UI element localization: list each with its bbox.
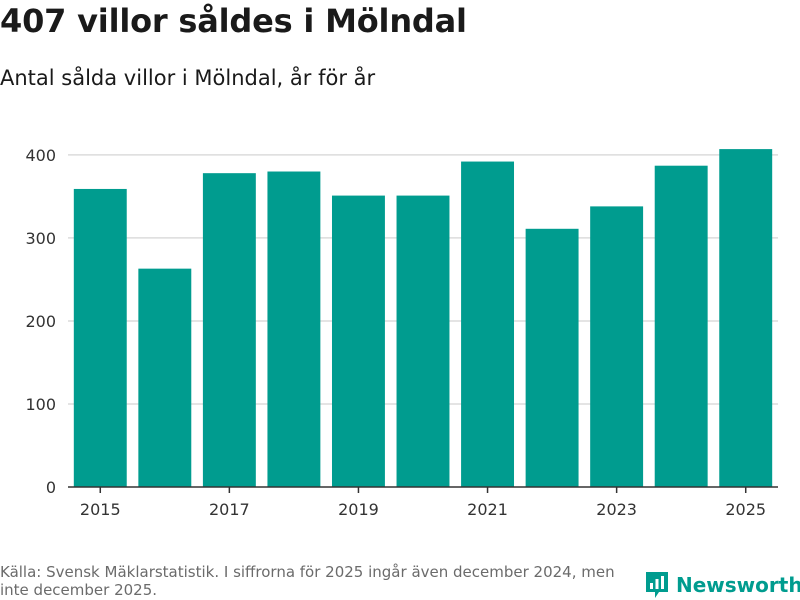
x-tick-label: 2019 — [338, 500, 379, 519]
bar-2024 — [654, 165, 708, 487]
bar-2021 — [461, 161, 515, 488]
bar-chart: 0 100 200 300 400 2015 2017 2019 2021 2023 2025 — [25, 146, 778, 519]
chart-subtitle: Antal sålda villor i Mölndal, år för år — [0, 66, 376, 90]
x-tick-label: 2017 — [209, 500, 250, 519]
bar-2015 — [73, 188, 127, 487]
bar-2019 — [331, 195, 385, 487]
source-note: Källa: Svensk Mäklarstatistik. I siffror… — [0, 563, 615, 599]
chart-title: 407 villor såldes i Mölndal — [0, 2, 467, 40]
y-tick-label: 0 — [46, 478, 56, 497]
bar-2018 — [267, 171, 321, 487]
x-tick-label: 2015 — [80, 500, 121, 519]
y-tick-label: 100 — [25, 395, 56, 414]
x-tick-label: 2023 — [596, 500, 637, 519]
x-tick-label: 2025 — [725, 500, 766, 519]
bar-2017 — [202, 173, 256, 487]
bar-2023 — [590, 206, 644, 487]
bar-2025 — [719, 149, 773, 488]
bar-2020 — [396, 195, 450, 487]
y-tick-label: 400 — [25, 146, 56, 165]
y-tick-label: 300 — [25, 229, 56, 248]
newsworthy-logo-icon — [646, 572, 668, 598]
x-tick-label: 2021 — [467, 500, 508, 519]
bar-2022 — [525, 228, 579, 487]
bar-2016 — [138, 268, 192, 487]
y-tick-label: 200 — [25, 312, 56, 331]
brand-logo: Newsworthy — [644, 570, 800, 600]
brand-name: Newsworthy — [676, 573, 800, 597]
